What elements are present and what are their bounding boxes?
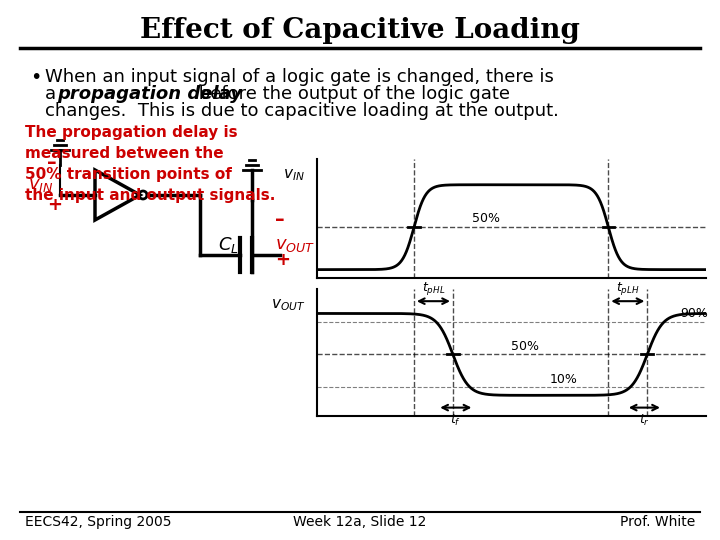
Text: +: + — [275, 251, 290, 269]
Text: $t$: $t$ — [719, 388, 720, 402]
Text: 50%: 50% — [511, 340, 539, 353]
Text: $t_{p\mathit{LH}}$: $t_{p\mathit{LH}}$ — [616, 280, 639, 297]
Text: –: – — [47, 153, 57, 172]
Text: $v_{OUT}$: $v_{OUT}$ — [275, 236, 315, 254]
Text: changes.  This is due to capacitive loading at the output.: changes. This is due to capacitive loadi… — [45, 102, 559, 120]
Text: $v_{IN}$: $v_{IN}$ — [283, 168, 305, 184]
Text: +: + — [47, 196, 62, 214]
Text: propagation delay: propagation delay — [57, 85, 242, 103]
Text: 90%: 90% — [680, 307, 708, 320]
Text: $t$: $t$ — [719, 262, 720, 276]
Text: $v_{OUT}$: $v_{OUT}$ — [271, 297, 305, 313]
Text: •: • — [30, 68, 41, 87]
Text: $t_f$: $t_f$ — [450, 413, 462, 428]
Text: Week 12a, Slide 12: Week 12a, Slide 12 — [293, 515, 427, 529]
Text: $v_{IN}$: $v_{IN}$ — [28, 176, 53, 194]
Text: Prof. White: Prof. White — [620, 515, 695, 529]
Text: The propagation delay is
measured between the
50% transition points of
the input: The propagation delay is measured betwee… — [25, 125, 275, 203]
Text: When an input signal of a logic gate is changed, there is: When an input signal of a logic gate is … — [45, 68, 554, 86]
Text: $t_r$: $t_r$ — [639, 413, 650, 428]
Text: $t_{p\mathit{HL}}$: $t_{p\mathit{HL}}$ — [422, 280, 445, 297]
Text: before the output of the logic gate: before the output of the logic gate — [193, 85, 510, 103]
Text: $C_L$: $C_L$ — [218, 235, 239, 255]
Text: EECS42, Spring 2005: EECS42, Spring 2005 — [25, 515, 171, 529]
Text: 50%: 50% — [472, 212, 500, 226]
Text: a: a — [45, 85, 62, 103]
Text: –: – — [275, 210, 284, 229]
Text: 10%: 10% — [550, 373, 578, 386]
Text: Effect of Capacitive Loading: Effect of Capacitive Loading — [140, 17, 580, 44]
